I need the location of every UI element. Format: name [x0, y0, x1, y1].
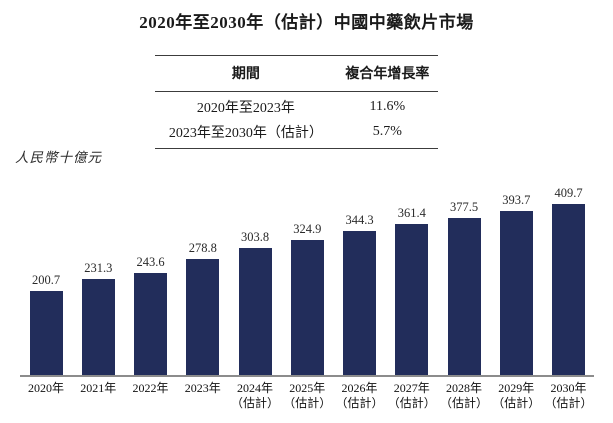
- value-label: 278.8: [188, 240, 217, 255]
- x-tick-label: 2028年 （估計）: [432, 381, 496, 411]
- bar: [552, 204, 585, 375]
- header-cagr: 複合年增長率: [336, 55, 438, 92]
- bar: [134, 273, 167, 375]
- cagr-cell: 11.6%: [369, 99, 406, 114]
- bar: [29, 291, 63, 375]
- bar: [81, 278, 115, 375]
- bar: [238, 248, 272, 375]
- bar: [447, 217, 481, 375]
- table-row: 2023年至2030年（估計） 5.7%: [155, 120, 438, 149]
- x-tick-year: 2026年: [341, 381, 378, 395]
- header-period: 期間: [155, 55, 337, 92]
- x-tick-estimate: （估計）: [439, 396, 488, 410]
- value-label: 409.7: [554, 186, 583, 201]
- x-tick-estimate: （估計）: [387, 396, 436, 410]
- value-label: 243.6: [136, 255, 165, 270]
- x-tick-year: 2027年: [393, 381, 430, 395]
- x-tick-year: 2024年: [236, 381, 273, 395]
- x-tick-label: 2030年 （估計）: [537, 381, 601, 411]
- x-tick-year: 2023年: [184, 381, 221, 395]
- x-tick-label: 2024年 （估計）: [223, 381, 287, 411]
- chart-title: 2020年至2030年（估計）中國中藥飲片市場: [139, 13, 474, 32]
- x-tick-year: 2025年: [289, 381, 326, 395]
- x-tick-label: 2026年 （估計）: [328, 381, 392, 411]
- x-tick-label: 2029年 （估計）: [484, 381, 548, 411]
- x-tick-estimate: （估計）: [492, 396, 541, 410]
- value-label: 303.8: [240, 230, 270, 245]
- period-cell: 2020年至2023年: [196, 101, 295, 116]
- x-tick-estimate: （估計）: [230, 396, 279, 410]
- x-tick-label: 2020年: [14, 381, 78, 396]
- x-tick-label: 2025年 （估計）: [275, 381, 339, 411]
- bar: [290, 239, 324, 375]
- cagr-cell: 5.7%: [372, 124, 402, 139]
- value-label: 200.7: [31, 273, 61, 288]
- table-header-row: 期間 複合年增長率: [155, 55, 438, 92]
- value-label: 377.5: [449, 199, 479, 214]
- value-label: 361.4: [397, 206, 426, 221]
- value-label: 324.9: [293, 221, 322, 236]
- bar: [186, 258, 220, 375]
- x-tick-label: 2021年: [66, 381, 130, 396]
- x-axis-line: [20, 375, 594, 377]
- x-tick-year: 2030年: [550, 381, 587, 395]
- value-label: 393.7: [502, 192, 531, 207]
- x-tick-year: 2028年: [445, 381, 482, 395]
- x-tick-year: 2020年: [27, 381, 64, 395]
- x-tick-year: 2022年: [132, 381, 169, 395]
- x-tick-label: 2023年: [171, 381, 235, 396]
- x-tick-estimate: （估計）: [283, 396, 332, 410]
- x-tick-estimate: （估計）: [335, 396, 384, 410]
- bar: [395, 224, 429, 375]
- cagr-table: 期間 複合年增長率 2020年至2023年 11.6% 2023年至2030年（…: [155, 55, 438, 149]
- x-tick-year: 2021年: [80, 381, 117, 395]
- value-label: 231.3: [84, 260, 113, 275]
- period-cell: 2023年至2030年（估計）: [168, 126, 323, 141]
- x-tick-label: 2022年: [119, 381, 183, 396]
- bar: [499, 210, 533, 375]
- value-label: 344.3: [345, 213, 374, 228]
- x-tick-estimate: （估計）: [544, 396, 593, 410]
- x-tick-year: 2029年: [498, 381, 535, 395]
- table-row: 2020年至2023年 11.6%: [155, 92, 438, 121]
- bar: [343, 231, 376, 375]
- y-axis-unit-label: 人民幣十億元: [15, 150, 102, 165]
- x-tick-label: 2027年 （估計）: [380, 381, 444, 411]
